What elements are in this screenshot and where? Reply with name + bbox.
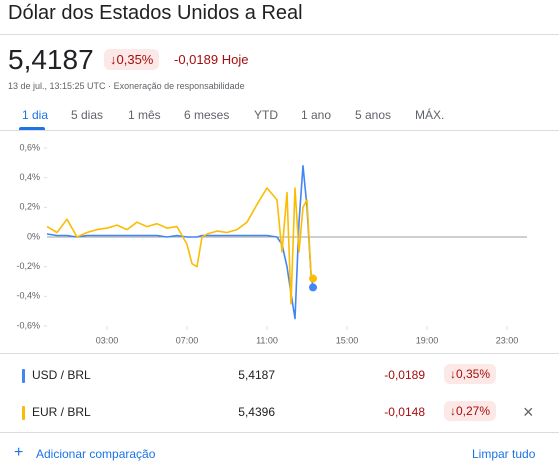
tab[interactable]: 1 ano	[301, 108, 332, 122]
add-comparison[interactable]: Adicionar comparação	[36, 447, 156, 461]
x-tick-label: 19:00	[416, 335, 439, 345]
tab-indicator	[19, 127, 45, 130]
legend-name: EUR / BRL	[32, 405, 91, 419]
x-tick-label: 15:00	[336, 335, 359, 345]
row-change: -0,0148	[384, 405, 425, 419]
tab[interactable]: YTD	[254, 108, 278, 122]
change-pill: ↓0,35%	[104, 49, 160, 70]
row-price: 5,4187	[238, 368, 275, 382]
tab[interactable]: 1 mês	[128, 108, 161, 122]
row-price: 5,4396	[238, 405, 275, 419]
divider	[0, 432, 559, 433]
change-value: -0,0189	[174, 52, 219, 67]
y-tick-label: 0,2%	[19, 202, 40, 212]
clear-all[interactable]: Limpar tudo	[472, 447, 536, 461]
price: 5,4187	[8, 44, 94, 75]
change: -0,0189 Hoje	[174, 52, 248, 67]
legend-name: USD / BRL	[32, 368, 91, 382]
add-icon[interactable]: +	[14, 444, 24, 461]
disclaimer[interactable]: Exoneração de responsabilidade	[113, 81, 245, 91]
y-tick-label: -0,4%	[16, 291, 40, 301]
tab[interactable]: 5 dias	[71, 108, 104, 122]
x-tick-label: 03:00	[96, 335, 119, 345]
y-tick-label: 0,6%	[19, 142, 40, 152]
legend-swatch	[22, 406, 25, 420]
end-dot	[309, 274, 317, 283]
tab[interactable]: 6 meses	[184, 108, 230, 122]
divider	[0, 130, 559, 131]
tab[interactable]: 5 anos	[355, 108, 392, 122]
remove-icon[interactable]: ×	[523, 402, 534, 422]
chart: -0,6% -0,4% -0,2% 0% 0,2% 0,4% 0,6% 03:00 07:00 1…	[16, 142, 527, 345]
row-change: -0,0189	[384, 368, 425, 382]
change-pct: 0,35%	[116, 52, 154, 67]
row-change-pct: 0,27%	[456, 404, 491, 418]
x-tick-label: 23:00	[496, 335, 519, 345]
y-tick-label: 0%	[27, 231, 40, 241]
period: Hoje	[221, 52, 249, 67]
tab[interactable]: 1 dia	[22, 108, 49, 122]
series-line	[46, 187, 314, 305]
series-line	[46, 165, 314, 320]
y-tick-label: -0,2%	[16, 261, 40, 271]
divider	[0, 353, 559, 354]
y-tick-label: 0,4%	[19, 172, 40, 182]
timestamp-line: 13 de jul., 13:15:25 UTC · Exoneração de…	[8, 81, 245, 91]
row-change-pill: ↓0,27%	[444, 401, 497, 421]
x-tick-label: 11:00	[256, 335, 278, 345]
legend-swatch	[22, 369, 25, 383]
row-change-pill: ↓0,35%	[444, 364, 497, 384]
end-dot	[309, 283, 317, 292]
tab[interactable]: MÁX.	[415, 108, 445, 122]
y-tick-label: -0,6%	[16, 320, 40, 330]
timestamp: 13 de jul., 13:15:25 UTC	[8, 81, 106, 91]
divider	[0, 34, 559, 35]
title: Dólar dos Estados Unidos a Real	[8, 2, 303, 24]
x-tick-label: 07:00	[176, 335, 199, 345]
row-change-pct: 0,35%	[456, 367, 491, 381]
